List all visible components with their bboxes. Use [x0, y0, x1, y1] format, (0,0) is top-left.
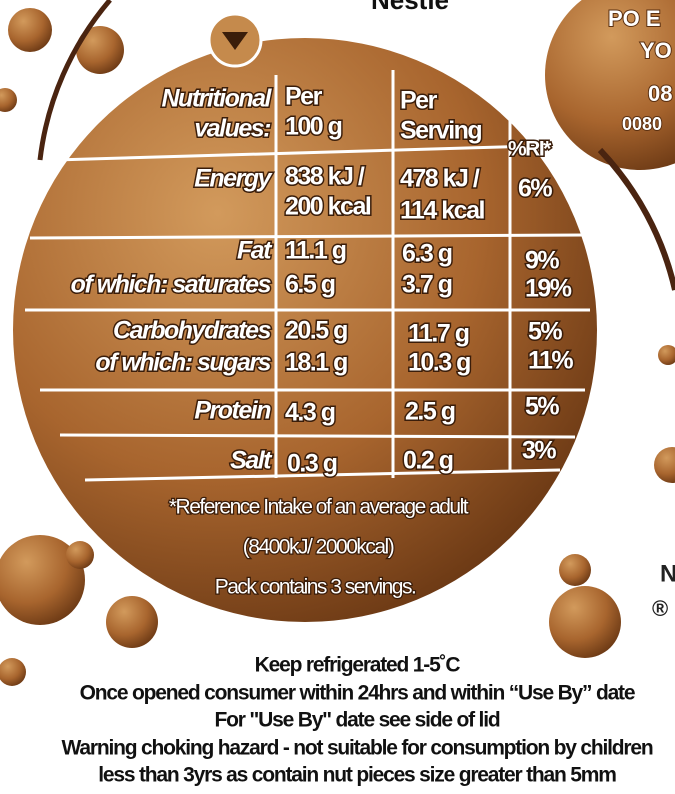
header-cell: values: [194, 115, 271, 143]
cell: 4.3 g [285, 399, 335, 427]
side-text: ® [652, 596, 668, 621]
cell: 6.5 g [285, 271, 335, 299]
row-label: Fat [237, 237, 273, 265]
storage-note: Warning choking hazard - not suitable fo… [62, 737, 653, 760]
side-text: YO [640, 38, 672, 63]
storage-note: less than 3yrs as contain nut pieces siz… [98, 764, 616, 787]
cell: 3% [522, 437, 556, 465]
cell: 9% [525, 247, 559, 275]
storage-note: Once opened consumer within 24hrs and wi… [80, 682, 635, 705]
header-cell: %RI* [508, 138, 552, 161]
side-text: PO E [608, 6, 661, 31]
cell: 6.3 g [402, 240, 452, 268]
footnote: *Reference Intake of an average adult [169, 496, 469, 519]
footnote: (8400kJ/ 2000kcal) [243, 536, 394, 559]
bubbles [0, 0, 675, 686]
cell: 0.3 g [287, 450, 337, 478]
cell: 19% [525, 275, 572, 303]
header-cell: Serving [400, 117, 481, 145]
cell: 20.5 g [285, 317, 347, 345]
cell: 10.3 g [408, 349, 470, 377]
header-cell: 100 g [285, 113, 342, 141]
cell: 11% [528, 347, 573, 375]
cell: 11.1 g [285, 237, 346, 265]
footnote: Pack contains 3 servings. [215, 576, 416, 599]
side-text: 08 [648, 81, 672, 106]
side-text: 0080 [622, 114, 662, 134]
cell: 18.1 g [285, 349, 347, 377]
cell: 838 kJ / [285, 163, 365, 191]
header-cell: Per [400, 87, 438, 115]
cell: 11.7 g [408, 320, 469, 348]
cell: 5% [528, 318, 562, 346]
pin-arrow [222, 32, 248, 50]
header-cell: Nutritional [162, 85, 273, 113]
header-cell: Per [285, 83, 323, 111]
storage-note: Keep refrigerated 1-5˚C [255, 654, 461, 677]
label-disc [13, 38, 597, 622]
storage-note: For "Use By" date see side of lid [215, 709, 500, 732]
row-label: of which: sugars [95, 349, 271, 377]
cell: 3.7 g [402, 271, 452, 299]
cell: 0.2 g [403, 447, 453, 475]
cell: 200 kcal [285, 193, 371, 221]
brand: Nestle [371, 0, 449, 15]
row-label: Protein [194, 397, 271, 425]
row-label: Carbohydrates [113, 317, 272, 345]
cell: 114 kcal [400, 197, 484, 225]
cell: 2.5 g [405, 398, 455, 426]
cell: 5% [525, 393, 559, 421]
cell: 6% [518, 175, 552, 203]
row-label: Salt [230, 447, 273, 475]
row-label: of which: saturates [71, 271, 272, 299]
cell: 478 kJ / [400, 165, 480, 193]
side-text: N [660, 560, 675, 587]
table-rules [25, 70, 590, 482]
row-label: Energy [194, 165, 272, 193]
